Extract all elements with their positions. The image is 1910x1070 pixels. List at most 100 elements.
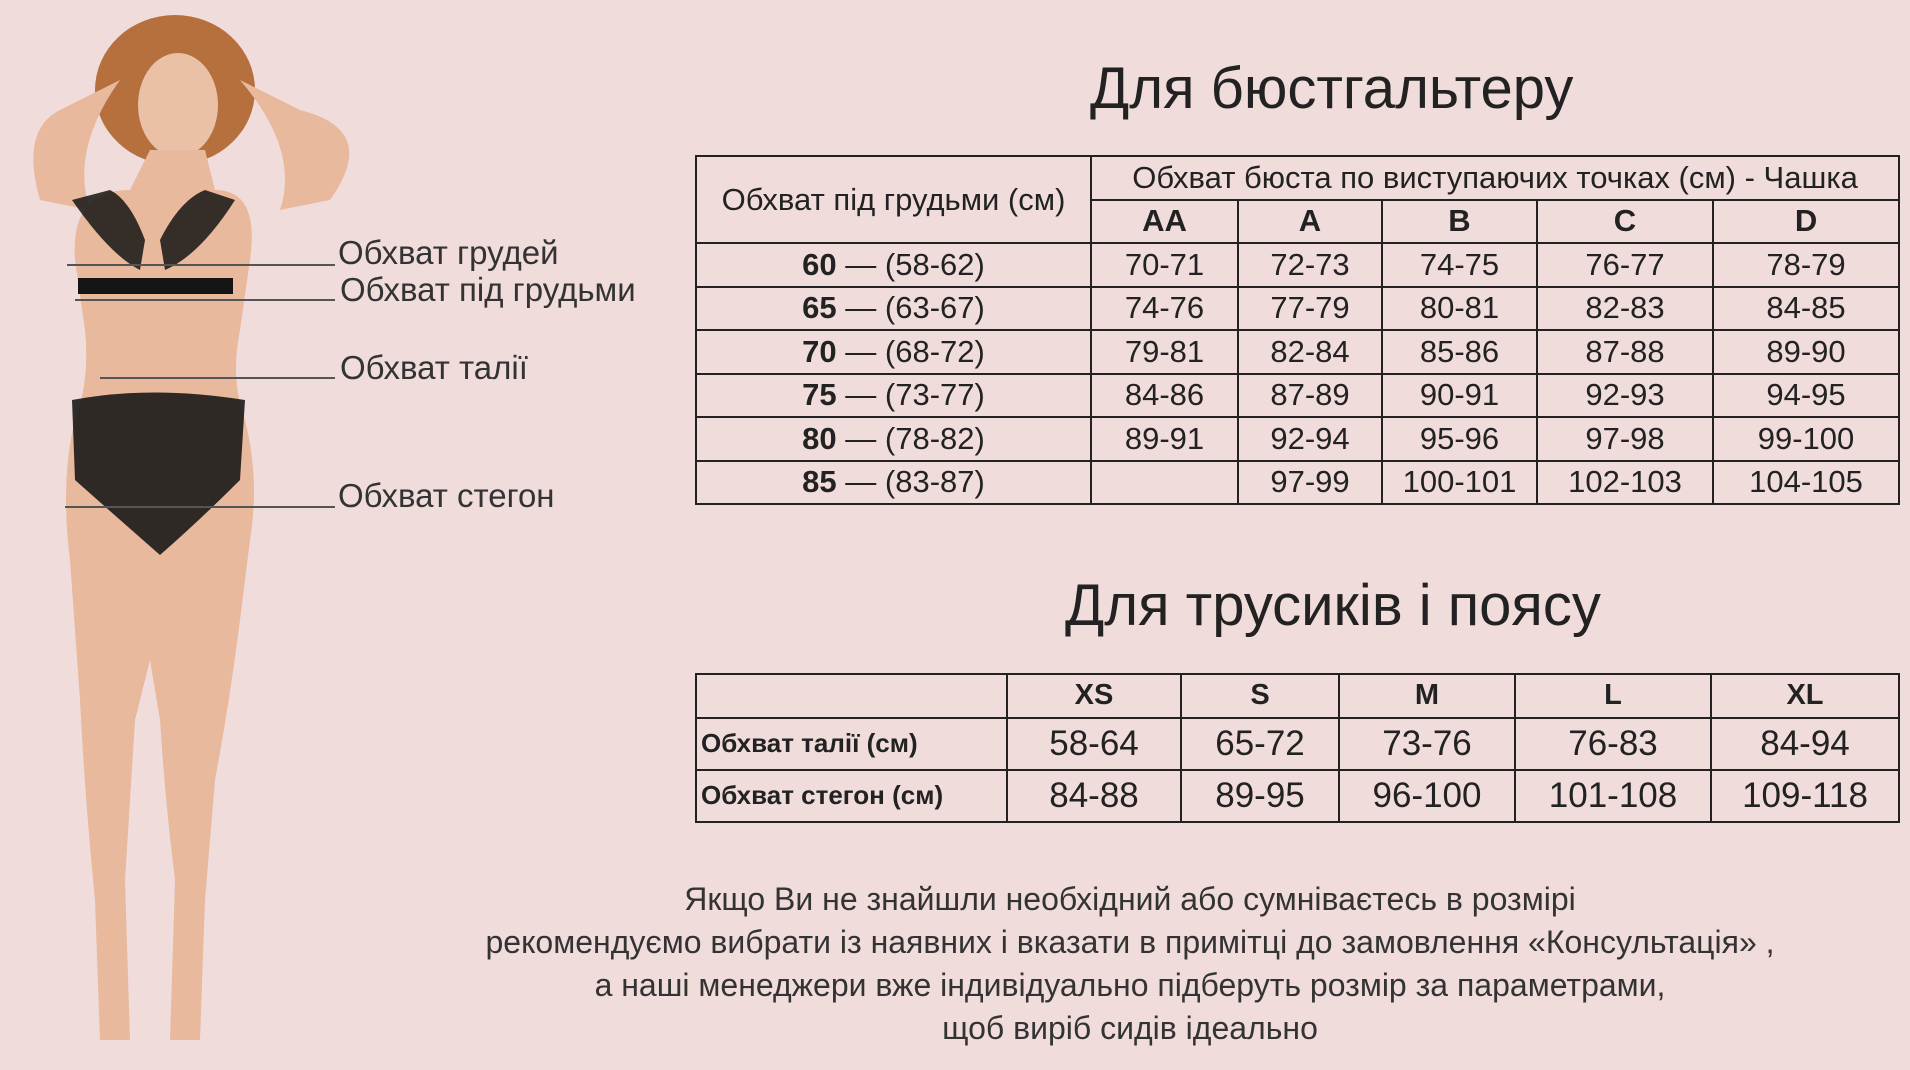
bust-cell: 70-71	[1090, 242, 1239, 288]
band-cell: 85 — (83-87)	[695, 459, 1092, 505]
band-cell: 80 — (78-82)	[695, 416, 1092, 462]
size-header: M	[1338, 673, 1516, 719]
band-range: — (63-67)	[845, 290, 985, 326]
bust-cell: 72-73	[1237, 242, 1383, 288]
note-line: щоб виріб сидів ідеально	[942, 1010, 1318, 1046]
band-range: — (73-77)	[845, 377, 985, 413]
table-row: 70 — (68-72) 79-81 82-84 85-86 87-88 89-90	[695, 329, 1901, 375]
bust-cell: 87-89	[1237, 372, 1383, 418]
band-size: 70	[802, 333, 837, 369]
band-cell: 65 — (63-67)	[695, 285, 1092, 331]
bust-cell: 84-86	[1090, 372, 1239, 418]
bust-cell: 100-101	[1381, 459, 1538, 505]
cup-header: A	[1237, 198, 1383, 244]
label-bust: Обхват грудей	[338, 234, 559, 271]
bra-size-table: Обхват під грудьми (см) Обхват бюста по …	[695, 155, 1901, 505]
size-header: S	[1180, 673, 1340, 719]
band-range: — (68-72)	[845, 333, 985, 369]
bust-cell: 95-96	[1381, 416, 1538, 462]
bust-cell: 97-99	[1237, 459, 1383, 505]
measure-cell: 109-118	[1710, 768, 1900, 824]
hips-line	[65, 506, 335, 508]
measure-cell: 73-76	[1338, 716, 1516, 771]
note-line: Якщо Ви не знайшли необхідний або сумнів…	[684, 881, 1576, 917]
size-header: L	[1514, 673, 1712, 719]
bust-cell: 94-95	[1711, 372, 1901, 418]
size-header: XS	[1006, 673, 1182, 719]
band-size: 60	[802, 246, 837, 282]
table-row: Обхват стегон (см) 84-88 89-95 96-100 101-10…	[695, 768, 1900, 824]
size-header-row: XS S M L XL	[695, 673, 1900, 719]
band-range: — (78-82)	[845, 420, 985, 456]
table-row: 75 — (73-77) 84-86 87-89 90-91 92-93 94-95	[695, 372, 1901, 418]
bust-cell: 97-98	[1536, 416, 1714, 462]
bust-line	[67, 264, 335, 266]
bust-cell: 74-75	[1381, 242, 1538, 288]
band-cell: 75 — (73-77)	[695, 372, 1092, 418]
bust-cell: 84-85	[1711, 285, 1901, 331]
bust-cell: 77-79	[1237, 285, 1383, 331]
bust-cell: 89-91	[1090, 416, 1239, 462]
bra-title: Для бюстгальтеру	[1090, 56, 1574, 121]
cup-header: AA	[1090, 198, 1239, 244]
bust-cell: 85-86	[1381, 329, 1538, 375]
bust-cell: 78-79	[1711, 242, 1901, 288]
measure-cell: 89-95	[1180, 768, 1340, 824]
table-row: 65 — (63-67) 74-76 77-79 80-81 82-83 84-85	[695, 285, 1901, 331]
row-label: Обхват талії (см)	[695, 716, 1008, 771]
cup-header: D	[1711, 198, 1901, 244]
note-line: а наші менеджери вже індивідуально підбе…	[594, 967, 1666, 1003]
bust-cell: 90-91	[1381, 372, 1538, 418]
bust-cell: 82-84	[1237, 329, 1383, 375]
table-row: Обхват талії (см) 58-64 65-72 73-76 76-83 84-…	[695, 716, 1900, 771]
briefs-title: Для трусиків і поясу	[1065, 573, 1601, 638]
band-size: 75	[802, 377, 837, 413]
bust-cell: 92-93	[1536, 372, 1714, 418]
label-underbust: Обхват під грудьми	[340, 271, 636, 308]
waist-line	[100, 377, 335, 379]
bust-cell: 87-88	[1536, 329, 1714, 375]
band-range: — (58-62)	[845, 246, 985, 282]
band-range: — (83-87)	[845, 464, 985, 500]
bust-cell: 80-81	[1381, 285, 1538, 331]
cup-header: B	[1381, 198, 1538, 244]
band-size: 85	[802, 464, 837, 500]
cup-header: C	[1536, 198, 1714, 244]
header-underbust: Обхват під грудьми (см)	[695, 155, 1092, 244]
bust-cell: 74-76	[1090, 285, 1239, 331]
measure-cell: 84-88	[1006, 768, 1182, 824]
measure-cell: 65-72	[1180, 716, 1340, 771]
size-header: XL	[1710, 673, 1900, 719]
label-hips: Обхват стегон	[338, 477, 555, 514]
empty-cell	[695, 673, 1008, 719]
bust-cell: 89-90	[1711, 329, 1901, 375]
table-row: 80 — (78-82) 89-91 92-94 95-96 97-98 99-100	[695, 416, 1901, 462]
model-figure	[33, 15, 350, 1040]
bust-cell: 102-103	[1536, 459, 1714, 505]
underbust-line	[75, 299, 335, 301]
bust-cell: 79-81	[1090, 329, 1239, 375]
measure-cell: 76-83	[1514, 716, 1712, 771]
band-size: 65	[802, 290, 837, 326]
model-photo	[33, 15, 350, 1040]
consultation-note: Якщо Ви не знайшли необхідний або сумнів…	[330, 878, 1910, 1050]
bust-cell: 99-100	[1711, 416, 1901, 462]
note-line: рекомендуємо вибрати із наявних і вказат…	[485, 924, 1775, 960]
bust-cell: 104-105	[1711, 459, 1901, 505]
measure-cell: 101-108	[1514, 768, 1712, 824]
bust-cell	[1090, 459, 1239, 505]
measure-cell: 58-64	[1006, 716, 1182, 771]
table-row: 60 — (58-62) 70-71 72-73 74-75 76-77 78-79	[695, 242, 1901, 288]
bust-cell: 82-83	[1536, 285, 1714, 331]
bust-cell: 92-94	[1237, 416, 1383, 462]
bust-cell: 76-77	[1536, 242, 1714, 288]
row-label: Обхват стегон (см)	[695, 768, 1008, 824]
table-row: 85 — (83-87) 97-99 100-101 102-103 104-105	[695, 459, 1901, 505]
label-waist: Обхват талії	[340, 349, 528, 386]
briefs-size-table: XS S M L XL Обхват талії (см) 58-64 65-72 73-76 7…	[695, 673, 1900, 824]
measure-cell: 84-94	[1710, 716, 1900, 771]
band-size: 80	[802, 420, 837, 456]
header-bust: Обхват бюста по виступаючих точках (см) …	[1089, 155, 1901, 201]
band-cell: 70 — (68-72)	[695, 329, 1092, 375]
measure-cell: 96-100	[1338, 768, 1516, 824]
